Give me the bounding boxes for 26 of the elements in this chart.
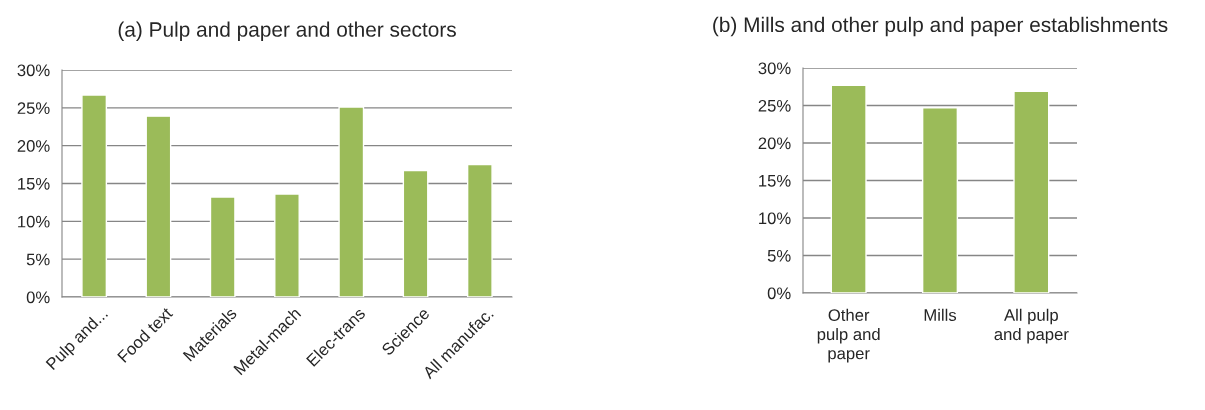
y-tick-label: 0% — [26, 291, 50, 304]
chart-title: (b) Mills and other pulp and paper establishments — [713, 16, 1168, 37]
y-tick-label: 15% — [759, 174, 791, 187]
bar — [81, 94, 108, 297]
bar — [338, 106, 365, 297]
x-tick-label: Other pulp and paper — [817, 308, 880, 363]
y-tick-label: 0% — [767, 287, 791, 300]
y-tick-label: 5% — [26, 253, 50, 266]
x-tick-label: All pulp and paper — [994, 308, 1069, 344]
bar — [145, 115, 172, 297]
x-tick-label: Mills — [924, 308, 957, 321]
y-tick-label: 25% — [758, 99, 791, 112]
bar — [402, 169, 429, 297]
bar — [466, 163, 493, 297]
bar — [274, 193, 300, 297]
y-tick-label: 30% — [17, 64, 50, 77]
y-tick-label: 10% — [759, 212, 791, 225]
chart-title: (a) Pulp and paper and other sectors — [118, 21, 456, 41]
y-tick-label: 15% — [18, 177, 50, 190]
y-tick-label: 25% — [17, 102, 50, 115]
y-tick-label: 20% — [17, 140, 50, 152]
y-tick-label: 30% — [758, 62, 791, 75]
y-tick-label: 10% — [18, 215, 50, 228]
y-tick-label: 5% — [767, 249, 791, 262]
y-tick-label: 20% — [758, 137, 791, 150]
bar — [209, 196, 236, 297]
